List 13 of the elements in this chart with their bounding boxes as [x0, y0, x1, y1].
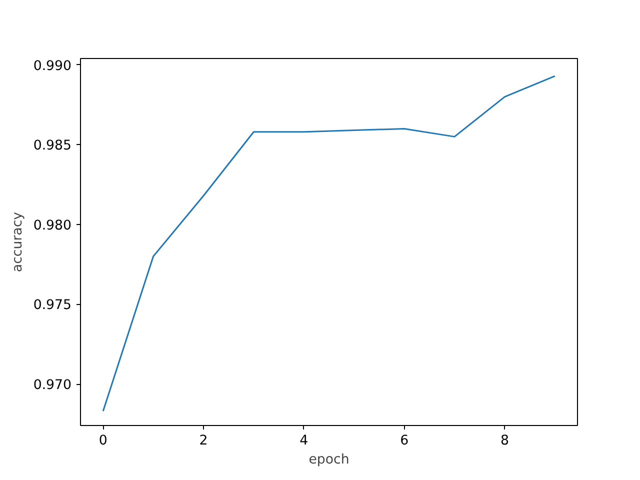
y-tick-label: 0.980 [33, 218, 72, 234]
x-tick-label: 6 [400, 434, 409, 448]
x-tick-label: 8 [500, 434, 509, 448]
y-tick-label: 0.990 [33, 58, 72, 74]
y-tick-label: 0.975 [33, 298, 72, 314]
x-axis-title: epoch [308, 452, 350, 468]
y-axis-title: accuracy [10, 212, 26, 272]
y-tick-label: 0.970 [33, 378, 72, 394]
x-tick-label: 2 [199, 434, 208, 448]
line-series [102, 75, 556, 412]
x-tick-label: 4 [300, 434, 308, 448]
y-tick-label: 0.985 [33, 138, 72, 154]
x-tick-label: 0 [98, 434, 108, 448]
